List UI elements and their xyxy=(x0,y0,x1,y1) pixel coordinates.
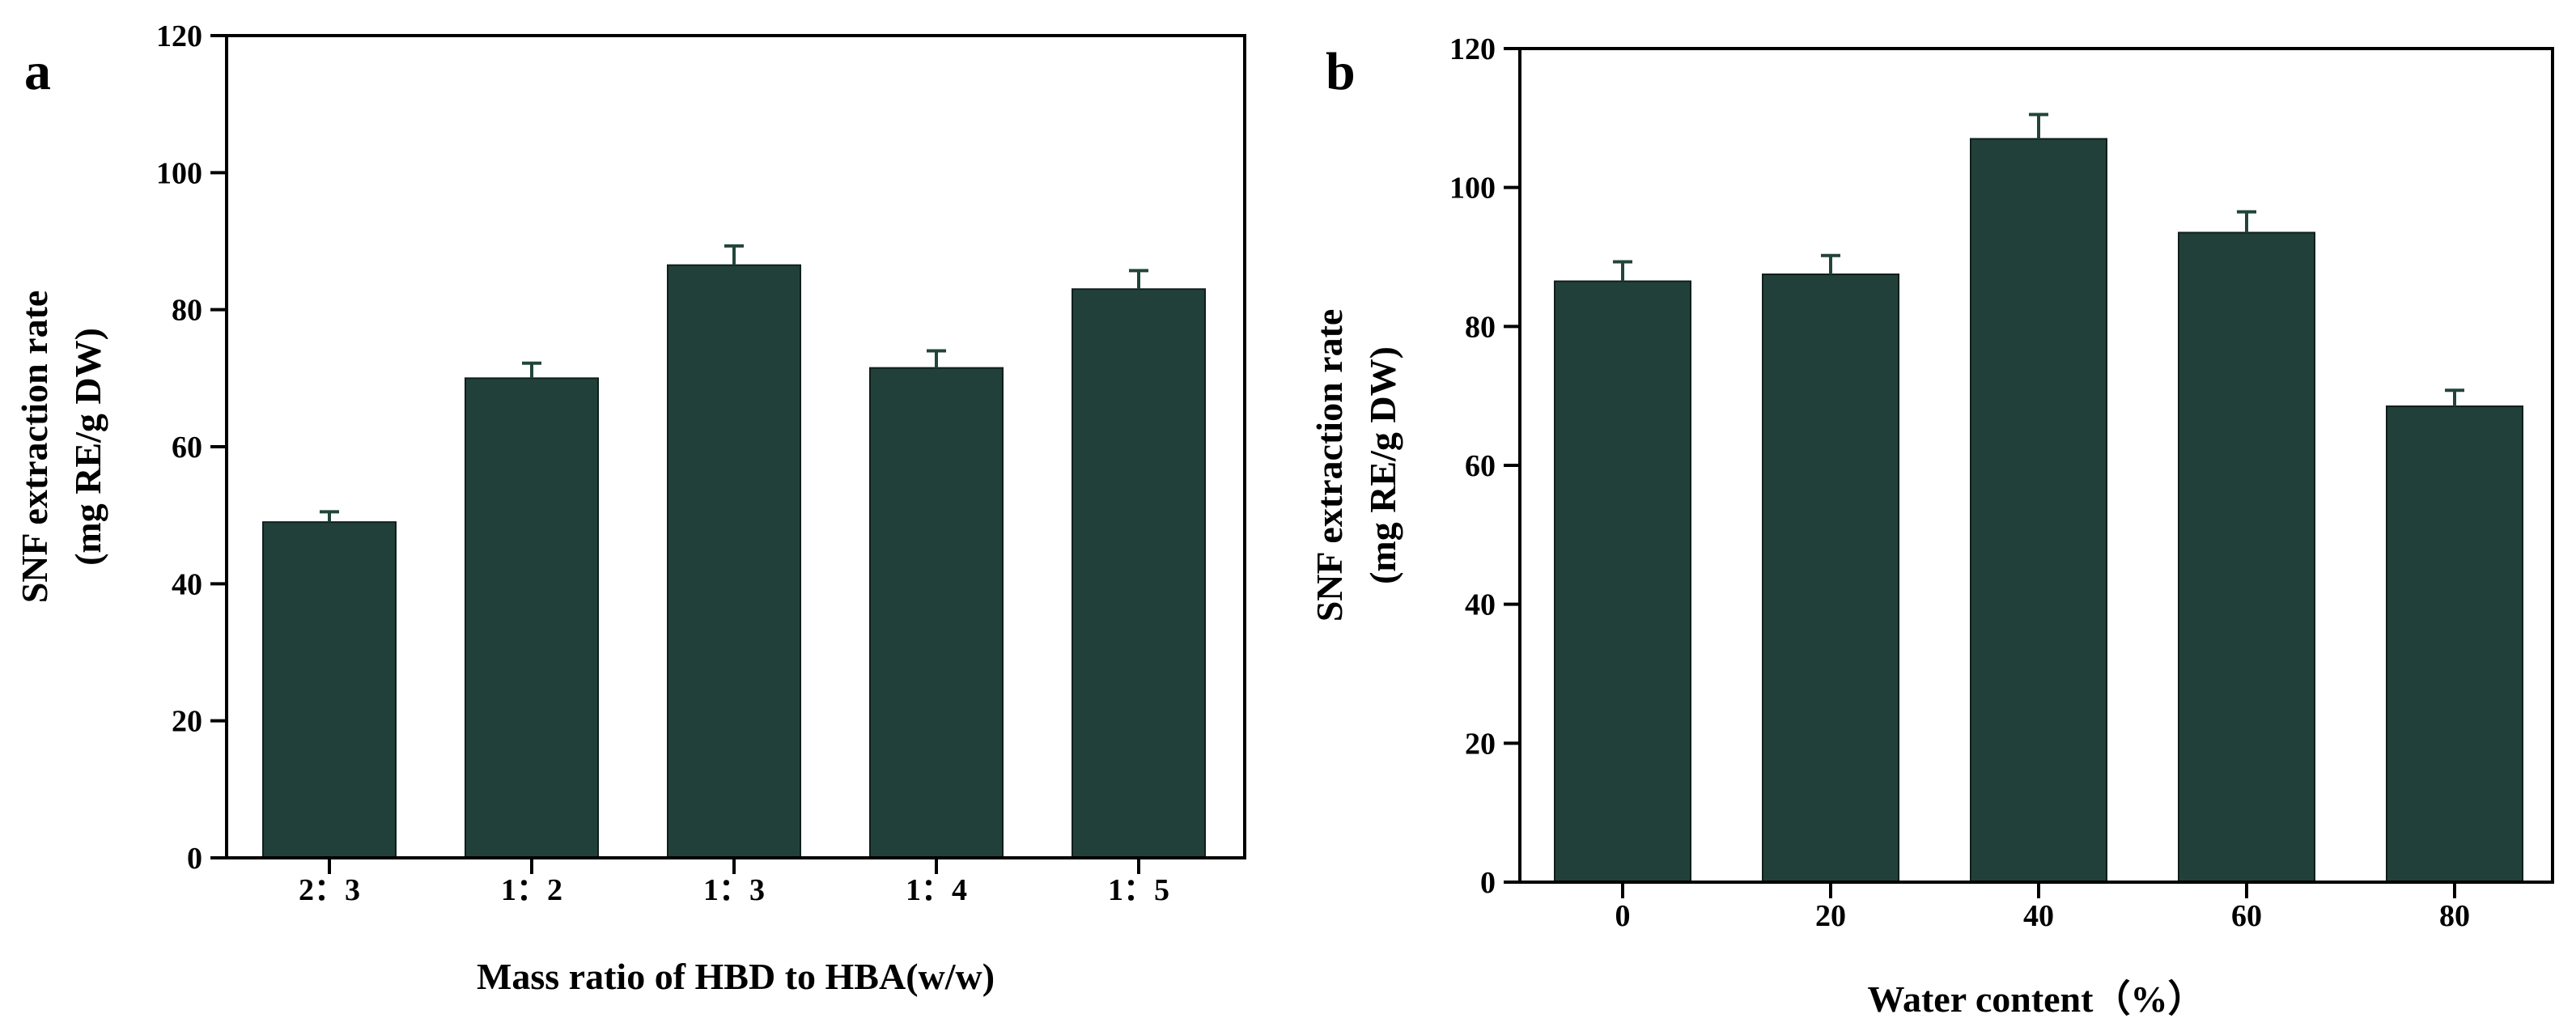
panel-a-error-bar-0 xyxy=(320,510,339,523)
panel-b-y-tick-label-6: 120 xyxy=(1449,32,1496,66)
panel-b-error-bar-1 xyxy=(1821,253,1840,274)
panel-a-y-axis-title-line1: SNF extraction rate xyxy=(14,291,55,604)
chart-panel-b: b 0 20 40 60 80 100 120 0 20 40 60 80 Water conten… xyxy=(1309,32,2554,1020)
panel-a-x-ticks: 2：3 1：2 1：3 1：4 1：5 xyxy=(299,858,1169,907)
panel-a-y-tick-label-0: 0 xyxy=(187,842,202,876)
panel-a-y-tick-label-3: 60 xyxy=(172,431,202,465)
panel-a-x-tick-label-1: 1：2 xyxy=(501,873,562,907)
panel-b-y-tick-label-0: 0 xyxy=(1480,866,1496,900)
panel-a-y-tick-label-1: 20 xyxy=(172,705,202,739)
panel-b-y-tick-label-4: 80 xyxy=(1465,310,1496,344)
panel-b-y-tick-label-1: 20 xyxy=(1465,727,1496,761)
panel-a-error-bar-4 xyxy=(1129,269,1148,290)
panel-b-x-tick-label-0: 0 xyxy=(1615,899,1631,933)
panel-b-y-tick-label-2: 40 xyxy=(1465,588,1496,622)
panel-a-y-tick-label-6: 120 xyxy=(156,19,202,53)
panel-b-bar-0 xyxy=(1554,280,1691,883)
panel-b-error-bar-2 xyxy=(2029,112,2048,139)
panel-a-plot-frame xyxy=(225,34,1246,859)
panel-a-error-bar-1 xyxy=(522,361,541,379)
panel-b-y-axis-title-line2: (mg RE/g DW) xyxy=(1362,346,1403,584)
panel-a-error-bars xyxy=(320,244,1148,523)
panel-a-x-tick-label-0: 2：3 xyxy=(299,873,360,907)
panel-b-bar-1 xyxy=(1762,273,1899,884)
panel-b-plot-frame xyxy=(1518,47,2554,884)
panel-a-x-axis-title: Mass ratio of HBD to HBA(w/w) xyxy=(477,956,995,997)
panel-b-error-bars xyxy=(1613,112,2464,407)
panel-a-bars xyxy=(262,264,1206,859)
panel-a-error-bar-2 xyxy=(724,244,744,265)
panel-a-x-tick-label-3: 1：4 xyxy=(906,873,967,907)
panel-a-x-tick-label-4: 1：5 xyxy=(1108,873,1169,907)
chart-panel-a: a 0 20 40 60 80 100 120 2：3 1：2 1：3 1：4 1：5 Mass r… xyxy=(14,19,1246,997)
panel-b-error-bar-0 xyxy=(1613,260,1632,282)
panel-a-y-tick-label-2: 40 xyxy=(172,567,202,601)
panel-a-bar-3 xyxy=(869,367,1004,859)
panel-b-x-ticks: 0 20 40 60 80 xyxy=(1615,882,2470,933)
panel-b-letter: b xyxy=(1326,42,1356,101)
panel-b-x-tick-label-1: 20 xyxy=(1815,899,1846,933)
panel-b-y-tick-label-5: 100 xyxy=(1449,172,1496,206)
panel-b-bar-2 xyxy=(1970,138,2107,884)
panel-a-x-tick-label-2: 1：3 xyxy=(703,873,765,907)
panel-a-bar-1 xyxy=(465,377,599,859)
panel-b-y-axis-title-line1: SNF extraction rate xyxy=(1309,309,1350,622)
panel-b-y-ticks: 0 20 40 60 80 100 120 xyxy=(1449,32,1520,900)
panel-a-bar-2 xyxy=(667,264,801,859)
panel-b-error-bar-4 xyxy=(2445,388,2464,407)
panel-b-bars xyxy=(1554,138,2523,884)
panel-b-x-tick-label-2: 40 xyxy=(2023,899,2054,933)
panel-b-bar-4 xyxy=(2386,405,2523,883)
panel-a-letter: a xyxy=(24,42,51,101)
panel-b-x-axis-title: Water content（%） xyxy=(1868,978,2205,1020)
panel-b-bar-3 xyxy=(2178,231,2315,884)
panel-a-y-tick-label-4: 80 xyxy=(172,294,202,328)
panel-a-y-axis-title-line2: (mg RE/g DW) xyxy=(67,328,108,566)
panel-a-bar-4 xyxy=(1072,288,1206,859)
panel-a-bar-0 xyxy=(262,521,397,859)
panel-b-error-bar-3 xyxy=(2237,210,2256,233)
panel-a-error-bar-3 xyxy=(927,349,946,368)
panel-a-y-ticks: 0 20 40 60 80 100 120 xyxy=(156,19,227,876)
panel-b-x-tick-label-3: 60 xyxy=(2231,899,2262,933)
panel-b-x-tick-label-4: 80 xyxy=(2439,899,2470,933)
panel-b-y-tick-label-3: 60 xyxy=(1465,449,1496,483)
panel-a-y-tick-label-5: 100 xyxy=(156,156,202,190)
